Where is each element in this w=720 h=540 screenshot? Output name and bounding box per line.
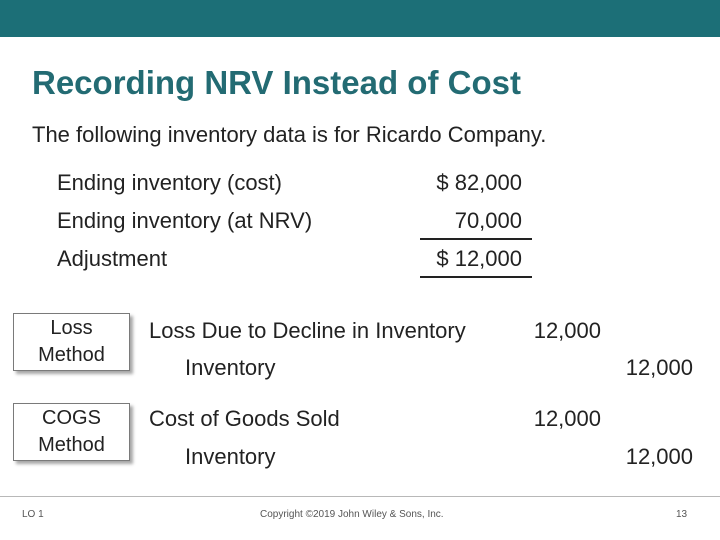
page-number: 13 (676, 509, 688, 520)
slide-title: Recording NRV Instead of Cost (32, 64, 521, 101)
loss-method-box: Loss Method (13, 313, 130, 371)
debit-amount: 12,000 (533, 406, 601, 431)
inventory-row-value: $ 12,000 (436, 246, 522, 271)
inventory-row-value: $ 82,000 (436, 170, 522, 195)
footer-divider (0, 496, 720, 497)
debit-account: Cost of Goods Sold (149, 406, 340, 431)
inventory-row-label: Adjustment (57, 246, 168, 271)
total-rule (420, 276, 532, 278)
top-bar (0, 0, 720, 37)
cogs-method-box: COGS Method (13, 403, 130, 461)
learning-objective-label: LO 1 (22, 509, 44, 520)
inventory-row-value: 70,000 (454, 208, 522, 233)
debit-amount: 12,000 (533, 318, 601, 343)
credit-account: Inventory (185, 444, 276, 469)
intro-text: The following inventory data is for Rica… (32, 122, 547, 147)
subtotal-rule (420, 238, 532, 240)
credit-amount: 12,000 (625, 355, 693, 380)
inventory-row-label: Ending inventory (cost) (57, 170, 282, 195)
credit-account: Inventory (185, 355, 276, 380)
inventory-row-label: Ending inventory (at NRV) (57, 208, 313, 233)
debit-account: Loss Due to Decline in Inventory (149, 318, 466, 343)
credit-amount: 12,000 (625, 444, 693, 469)
copyright-text: Copyright ©2019 John Wiley & Sons, Inc. (260, 509, 444, 520)
